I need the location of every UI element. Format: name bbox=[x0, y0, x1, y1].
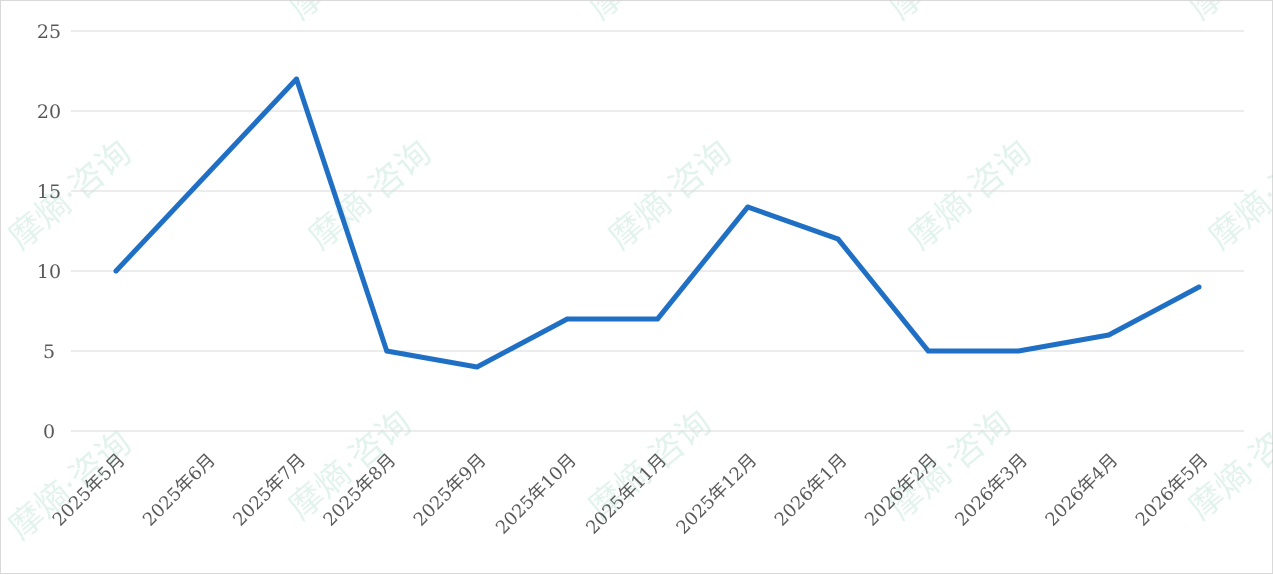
data-point bbox=[203, 172, 209, 178]
watermark-text: 摩熵·咨询 bbox=[1, 133, 139, 258]
x-tick-label: 2025年10月 bbox=[492, 450, 581, 539]
watermark-text: 摩熵·咨询 bbox=[581, 1, 719, 28]
y-axis: 0 5 10 15 20 25 bbox=[37, 21, 61, 443]
y-tick-label: 5 bbox=[43, 341, 55, 363]
data-point bbox=[745, 204, 751, 210]
data-point bbox=[113, 268, 119, 274]
y-tick-label: 0 bbox=[43, 421, 55, 443]
watermark-text: 摩熵·咨询 bbox=[1181, 1, 1273, 28]
watermark-text: 摩熵·咨询 bbox=[601, 133, 739, 258]
data-point bbox=[655, 316, 660, 322]
watermark-text: 摩熵·咨询 bbox=[901, 133, 1039, 258]
y-tick-label: 20 bbox=[37, 101, 61, 123]
x-tick-label: 2025年6月 bbox=[139, 450, 220, 531]
y-tick-label: 25 bbox=[37, 21, 61, 43]
data-point bbox=[1106, 332, 1112, 338]
watermark-text: 摩熵·咨询 bbox=[1201, 133, 1273, 258]
x-tick-label: 2026年4月 bbox=[1041, 450, 1122, 531]
data-point bbox=[1016, 348, 1021, 354]
grid-layer bbox=[71, 30, 1244, 432]
data-point bbox=[384, 348, 390, 354]
x-tick-label: 2026年1月 bbox=[771, 450, 852, 531]
watermark-text: 摩熵·咨询 bbox=[1, 423, 139, 548]
watermark-text: 摩熵·咨询 bbox=[281, 1, 419, 28]
watermark-text: 摩熵·咨询 bbox=[881, 1, 1019, 28]
watermark-text: 摩熵·咨询 bbox=[881, 403, 1019, 528]
data-point bbox=[564, 316, 570, 322]
data-point bbox=[474, 364, 480, 370]
data-point bbox=[294, 76, 299, 82]
x-tick-label: 2025年9月 bbox=[410, 450, 491, 531]
data-point bbox=[1196, 284, 1202, 290]
x-tick-label: 2025年12月 bbox=[672, 450, 761, 539]
y-tick-label: 10 bbox=[37, 261, 61, 283]
series-layer bbox=[113, 76, 1202, 370]
data-point bbox=[835, 236, 841, 242]
data-point bbox=[925, 348, 931, 354]
y-tick-label: 15 bbox=[37, 181, 61, 203]
